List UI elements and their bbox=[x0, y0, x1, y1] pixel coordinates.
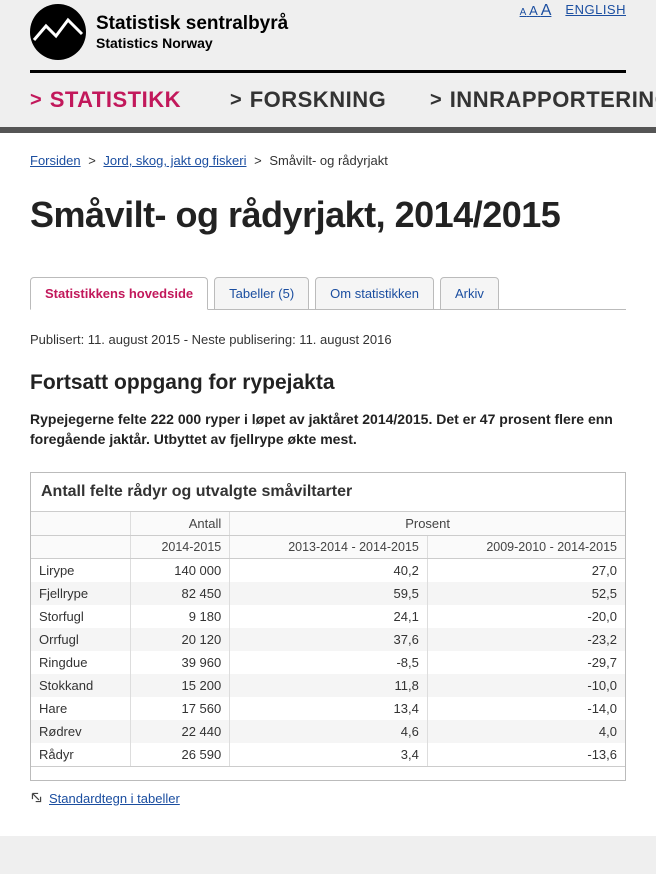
table-row: Stokkand15 20011,8-10,0 bbox=[31, 674, 625, 697]
tabs: Statistikkens hovedside Tabeller (5) Om … bbox=[30, 276, 626, 310]
logo-icon bbox=[30, 4, 86, 60]
cell-v1: 9 180 bbox=[131, 605, 230, 628]
breadcrumb-sep: > bbox=[88, 153, 96, 168]
logo[interactable]: Statistisk sentralbyrå Statistics Norway bbox=[30, 4, 288, 60]
table-row: Rødrev22 4404,64,0 bbox=[31, 720, 625, 743]
cell-v1: 20 120 bbox=[131, 628, 230, 651]
tab-tabeller[interactable]: Tabeller (5) bbox=[214, 277, 309, 310]
cell-v2: 11,8 bbox=[230, 674, 428, 697]
table-row: Rådyr26 5903,4-13,6 bbox=[31, 743, 625, 766]
cell-v2: 59,5 bbox=[230, 582, 428, 605]
publish-meta: Publisert: 11. august 2015 - Neste publi… bbox=[30, 332, 626, 347]
cell-v3: -20,0 bbox=[427, 605, 625, 628]
table-row: Orrfugl20 12037,6-23,2 bbox=[31, 628, 625, 651]
table-title: Antall felte rådyr og utvalgte småviltar… bbox=[31, 473, 625, 512]
cell-v2: 24,1 bbox=[230, 605, 428, 628]
nav-innrapportering[interactable]: > INNRAPPORTERING bbox=[430, 87, 656, 113]
cell-name: Rådyr bbox=[31, 743, 131, 766]
language-link[interactable]: ENGLISH bbox=[565, 2, 626, 17]
chevron-right-icon: > bbox=[230, 89, 242, 112]
cell-name: Orrfugl bbox=[31, 628, 131, 651]
cell-v3: -13,6 bbox=[427, 743, 625, 766]
cell-v1: 17 560 bbox=[131, 697, 230, 720]
breadcrumb-sep: > bbox=[254, 153, 262, 168]
table-row: Storfugl9 18024,1-20,0 bbox=[31, 605, 625, 628]
section-title: Fortsatt oppgang for rypejakta bbox=[30, 371, 626, 395]
cell-v3: -29,7 bbox=[427, 651, 625, 674]
cell-v2: -8,5 bbox=[230, 651, 428, 674]
standard-signs-link[interactable]: Standardtegn i tabeller bbox=[30, 791, 180, 806]
cell-v2: 4,6 bbox=[230, 720, 428, 743]
tab-hovedside[interactable]: Statistikkens hovedside bbox=[30, 277, 208, 310]
nav-label: INNRAPPORTERING bbox=[450, 87, 656, 113]
breadcrumb-leaf: Småvilt- og rådyrjakt bbox=[269, 153, 387, 168]
page-title: Småvilt- og rådyrjakt, 2014/2015 bbox=[30, 194, 626, 236]
tab-om[interactable]: Om statistikken bbox=[315, 277, 434, 310]
font-size-switch[interactable]: A A A bbox=[520, 2, 552, 20]
org-name-no: Statistisk sentralbyrå bbox=[96, 13, 288, 35]
cell-name: Stokkand bbox=[31, 674, 131, 697]
cell-v1: 140 000 bbox=[131, 558, 230, 582]
table-row: Ringdue39 960-8,5-29,7 bbox=[31, 651, 625, 674]
cell-v1: 22 440 bbox=[131, 720, 230, 743]
cell-v1: 82 450 bbox=[131, 582, 230, 605]
tab-arkiv[interactable]: Arkiv bbox=[440, 277, 499, 310]
nav-statistikk[interactable]: > STATISTIKK bbox=[30, 87, 230, 113]
content: Forsiden > Jord, skog, jakt og fiskeri >… bbox=[0, 133, 656, 836]
data-table: Antall felte rådyr og utvalgte småviltar… bbox=[30, 472, 626, 781]
cell-name: Rødrev bbox=[31, 720, 131, 743]
breadcrumb-mid[interactable]: Jord, skog, jakt og fiskeri bbox=[103, 153, 246, 168]
cell-v1: 26 590 bbox=[131, 743, 230, 766]
th-antall: Antall bbox=[131, 512, 230, 536]
th-sub-2014: 2014-2015 bbox=[131, 535, 230, 558]
chevron-right-icon: > bbox=[430, 89, 442, 112]
logo-text: Statistisk sentralbyrå Statistics Norway bbox=[96, 13, 288, 51]
th-sub-0910: 2009-2010 - 2014-2015 bbox=[427, 535, 625, 558]
cell-v3: 52,5 bbox=[427, 582, 625, 605]
chevron-right-icon: > bbox=[30, 89, 42, 112]
cell-v2: 37,6 bbox=[230, 628, 428, 651]
external-link-icon bbox=[30, 791, 43, 806]
nav-forskning[interactable]: > FORSKNING bbox=[230, 87, 430, 113]
cell-name: Lirype bbox=[31, 558, 131, 582]
cell-name: Hare bbox=[31, 697, 131, 720]
cell-name: Fjellrype bbox=[31, 582, 131, 605]
lede-text: Rypejegerne felte 222 000 ryper i løpet … bbox=[30, 409, 626, 450]
cell-v1: 15 200 bbox=[131, 674, 230, 697]
th-prosent: Prosent bbox=[230, 512, 625, 536]
breadcrumb-home[interactable]: Forsiden bbox=[30, 153, 81, 168]
cell-v3: 27,0 bbox=[427, 558, 625, 582]
table-row: Fjellrype82 45059,552,5 bbox=[31, 582, 625, 605]
header: Statistisk sentralbyrå Statistics Norway… bbox=[0, 0, 656, 70]
cell-name: Storfugl bbox=[31, 605, 131, 628]
table: Antall Prosent 2014-2015 2013-2014 - 201… bbox=[31, 512, 625, 766]
cell-v3: -14,0 bbox=[427, 697, 625, 720]
cell-name: Ringdue bbox=[31, 651, 131, 674]
cell-v2: 3,4 bbox=[230, 743, 428, 766]
cell-v3: -23,2 bbox=[427, 628, 625, 651]
org-name-en: Statistics Norway bbox=[96, 35, 288, 51]
cell-v1: 39 960 bbox=[131, 651, 230, 674]
cell-v3: -10,0 bbox=[427, 674, 625, 697]
standard-signs-link-text[interactable]: Standardtegn i tabeller bbox=[49, 791, 180, 806]
th-empty bbox=[31, 512, 131, 536]
table-row: Hare17 56013,4-14,0 bbox=[31, 697, 625, 720]
table-row: Lirype140 00040,227,0 bbox=[31, 558, 625, 582]
cell-v2: 13,4 bbox=[230, 697, 428, 720]
th-sub-empty bbox=[31, 535, 131, 558]
main-nav: > STATISTIKK > FORSKNING > INNRAPPORTERI… bbox=[0, 73, 656, 133]
th-sub-1314: 2013-2014 - 2014-2015 bbox=[230, 535, 428, 558]
table-footer bbox=[31, 766, 625, 780]
cell-v2: 40,2 bbox=[230, 558, 428, 582]
nav-label: STATISTIKK bbox=[50, 87, 181, 113]
cell-v3: 4,0 bbox=[427, 720, 625, 743]
breadcrumb: Forsiden > Jord, skog, jakt og fiskeri >… bbox=[30, 153, 626, 168]
header-links: A A A ENGLISH bbox=[520, 2, 626, 20]
nav-label: FORSKNING bbox=[250, 87, 387, 113]
